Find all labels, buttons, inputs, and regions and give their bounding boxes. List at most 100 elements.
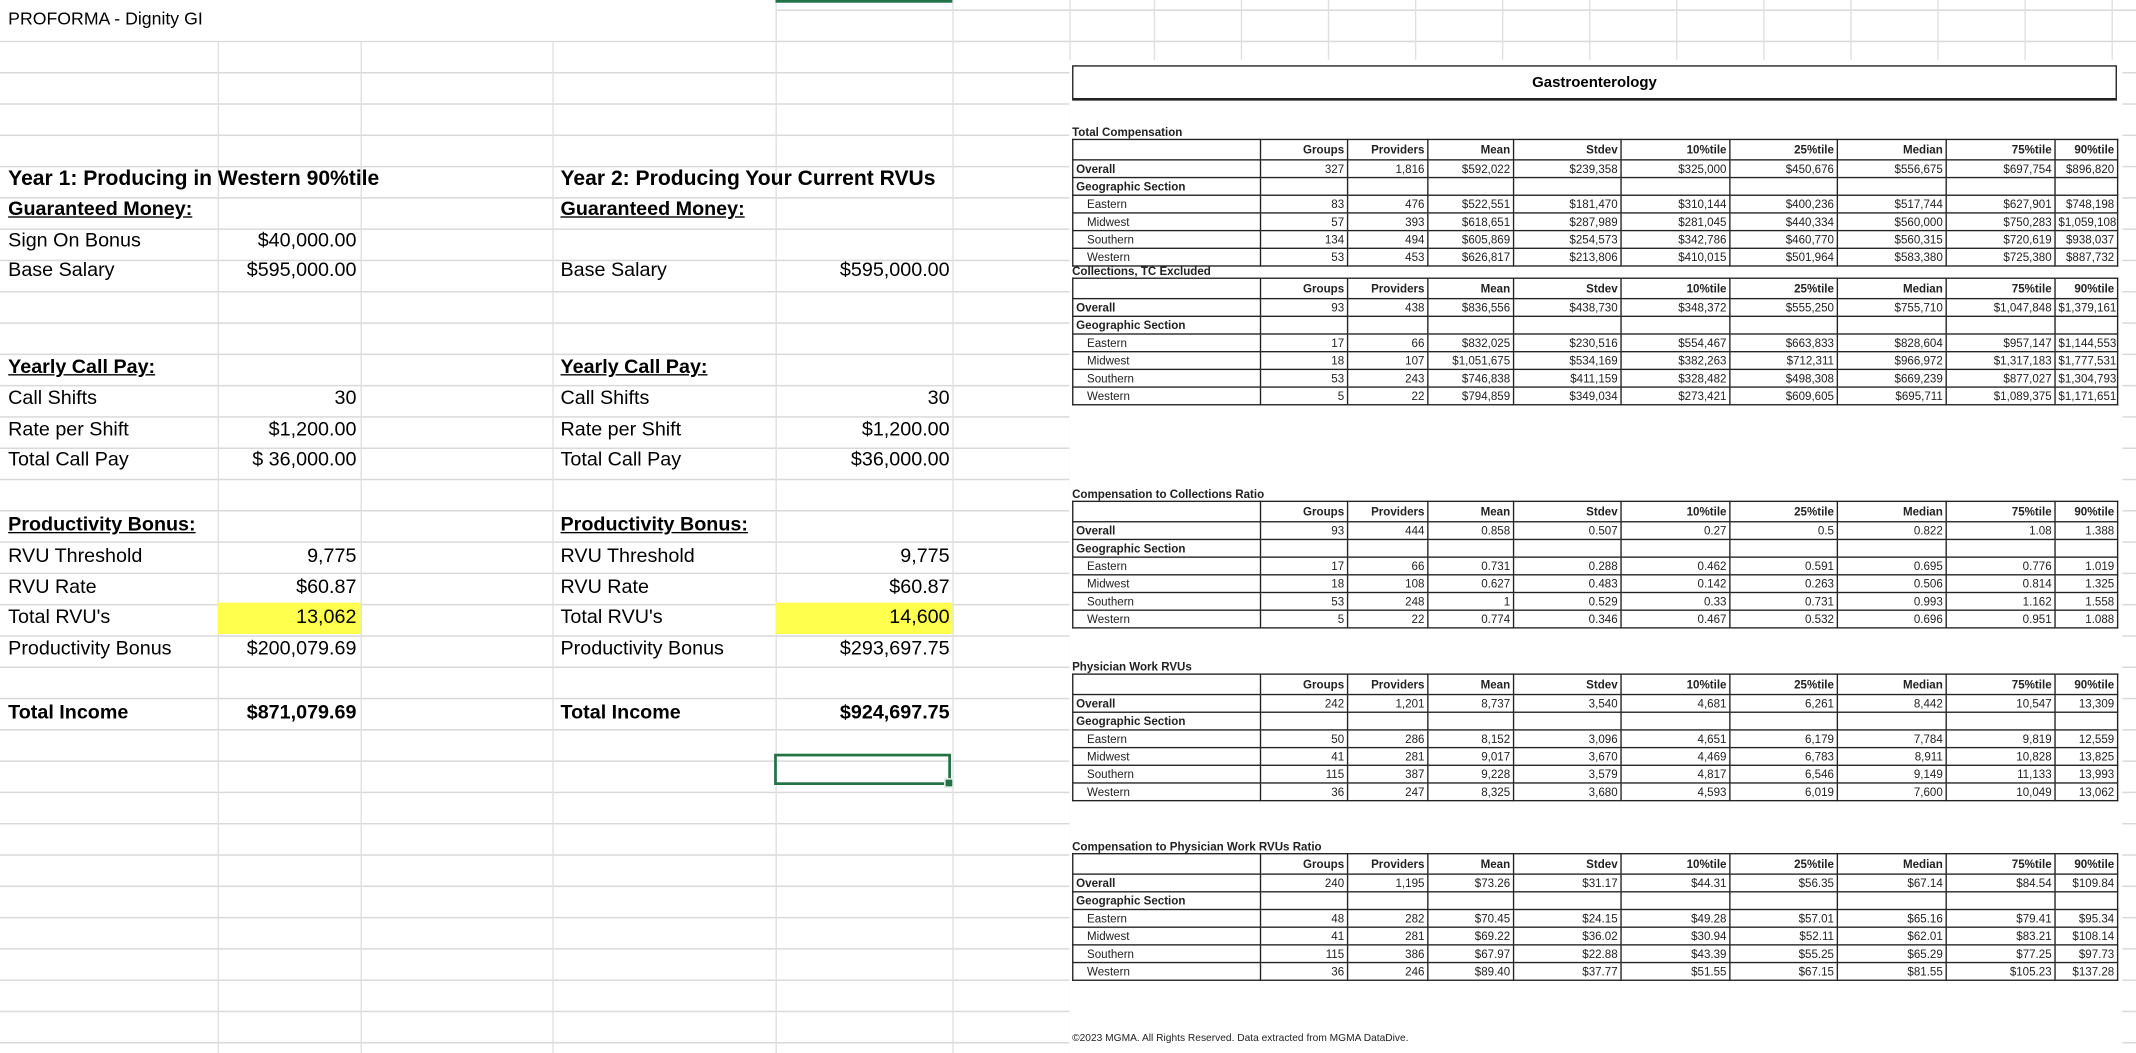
year1-rate-value[interactable]: $1,200.00 xyxy=(268,419,357,441)
empty-cell xyxy=(2054,538,2119,558)
column-divider xyxy=(952,0,954,1053)
data-cell: 1.558 xyxy=(2054,591,2119,611)
year2-guaranteed-heading[interactable]: Guaranteed Money: xyxy=(560,198,745,221)
year2-total-rvu-label[interactable]: Total RVU's xyxy=(560,606,663,629)
data-cell: 0.951 xyxy=(1945,609,2056,629)
data-cell: 240 xyxy=(1259,873,1349,893)
header-row: Groups Providers Mean Stdev 10%tile 25%tile Me… xyxy=(1072,277,2119,300)
year1-total-call-value[interactable]: $ 36,000.00 xyxy=(252,448,357,471)
data-cell: $400,236 xyxy=(1729,194,1839,214)
benchmark-table: Groups Providers Mean Stdev 10%tile 25%tile Me… xyxy=(1072,673,2119,802)
empty-cell xyxy=(1836,538,1947,558)
year1-prod-bonus-value[interactable]: $200,079.69 xyxy=(246,638,357,660)
data-cell: $109.84 xyxy=(2054,873,2119,893)
empty-cell xyxy=(1945,711,2056,731)
row-label: Midwest xyxy=(1072,746,1262,766)
data-cell: $97.73 xyxy=(2054,944,2119,964)
row-label: Midwest xyxy=(1072,926,1262,946)
year2-threshold-label[interactable]: RVU Threshold xyxy=(560,545,695,568)
year2-prod-bonus-label[interactable]: Productivity Bonus xyxy=(560,638,724,660)
year2-prod-heading[interactable]: Productivity Bonus: xyxy=(560,514,748,537)
row-label: Geographic Section xyxy=(1072,891,1262,911)
year1-guaranteed-heading[interactable]: Guaranteed Money: xyxy=(8,198,193,221)
year1-rvu-rate-value[interactable]: $60.87 xyxy=(296,576,357,599)
year1-income-value[interactable]: $871,079.69 xyxy=(246,702,357,724)
year2-total-rvu-value[interactable]: 14,600 xyxy=(889,606,950,629)
title-row xyxy=(0,0,776,41)
data-cell: $560,315 xyxy=(1836,229,1947,249)
year2-base-value[interactable]: $595,000.00 xyxy=(839,259,950,282)
year1-base-value[interactable]: $595,000.00 xyxy=(246,259,357,282)
empty-cell xyxy=(1346,315,1429,335)
selected-cell[interactable] xyxy=(774,753,954,788)
year2-call-shifts-value[interactable]: 30 xyxy=(927,387,950,410)
year2-rvu-rate-label[interactable]: RVU Rate xyxy=(560,576,649,599)
year2-income-label[interactable]: Total Income xyxy=(560,702,681,724)
column-header: Providers xyxy=(1346,500,1429,523)
year2-rate-label[interactable]: Rate per Shift xyxy=(560,419,682,441)
data-cell: 281 xyxy=(1346,926,1429,946)
year1-rvu-rate-label[interactable]: RVU Rate xyxy=(8,576,97,599)
mgma-benchmark-image[interactable]: Gastroenterology Total Compensation Group… xyxy=(1069,59,2123,1053)
year2-prod-bonus-value[interactable]: $293,697.75 xyxy=(839,638,950,660)
table-row: Southern 53 248 1 0.529 0.33 0.731 0.993 1.162 1.… xyxy=(1072,591,2119,611)
year1-threshold-value[interactable]: 9,775 xyxy=(307,545,357,568)
table-row: Western 36 247 8,325 3,680 4,593 6,019 7,600 10,… xyxy=(1072,782,2119,802)
year2-call-heading[interactable]: Yearly Call Pay: xyxy=(560,356,708,379)
year1-prod-bonus-label[interactable]: Productivity Bonus xyxy=(8,638,172,660)
year1-total-call-label[interactable]: Total Call Pay xyxy=(8,448,129,471)
year1-prod-heading[interactable]: Productivity Bonus: xyxy=(8,514,196,537)
year2-total-call-label[interactable]: Total Call Pay xyxy=(560,448,682,471)
year2-threshold-value[interactable]: 9,775 xyxy=(900,545,950,568)
data-cell: 1,816 xyxy=(1346,159,1429,179)
row-label: Southern xyxy=(1072,591,1262,611)
data-cell: 0.529 xyxy=(1512,591,1622,611)
year2-rate-value[interactable]: $1,200.00 xyxy=(861,419,950,441)
empty-cell xyxy=(2054,891,2119,911)
column-header: Groups xyxy=(1259,500,1349,523)
year2-total-call-value[interactable]: $36,000.00 xyxy=(850,448,950,471)
year1-threshold-label[interactable]: RVU Threshold xyxy=(8,545,143,568)
year1-income-label[interactable]: Total Income xyxy=(8,702,129,724)
year1-rate-label[interactable]: Rate per Shift xyxy=(8,419,129,441)
year1-heading[interactable]: Year 1: Producing in Western 90%tile xyxy=(8,167,380,191)
column-header: 10%tile xyxy=(1620,500,1731,523)
year1-sign-on-label[interactable]: Sign On Bonus xyxy=(8,229,141,252)
year1-call-shifts-value[interactable]: 30 xyxy=(334,387,357,410)
year2-base-label[interactable]: Base Salary xyxy=(560,259,667,282)
column-header: Providers xyxy=(1346,673,1429,696)
data-cell: 1.325 xyxy=(2054,574,2119,594)
year2-rvu-rate-value[interactable]: $60.87 xyxy=(889,576,950,599)
empty-cell xyxy=(1259,176,1349,196)
data-cell: 0.33 xyxy=(1620,591,1731,611)
data-cell: 5 xyxy=(1259,386,1349,406)
data-cell: 66 xyxy=(1346,333,1429,353)
column-header: 75%tile xyxy=(1945,277,2056,300)
year1-sign-on-value[interactable]: $40,000.00 xyxy=(257,229,357,252)
empty-cell xyxy=(1427,891,1515,911)
year1-base-label[interactable]: Base Salary xyxy=(8,259,115,282)
year1-call-shifts-label[interactable]: Call Shifts xyxy=(8,387,97,410)
data-cell: $49.28 xyxy=(1620,908,1731,928)
empty-cell xyxy=(1512,711,1622,731)
year1-call-heading[interactable]: Yearly Call Pay: xyxy=(8,356,156,379)
data-cell: 1.08 xyxy=(1945,521,2056,541)
year2-call-shifts-label[interactable]: Call Shifts xyxy=(560,387,650,410)
data-cell: $605,869 xyxy=(1427,229,1515,249)
header-blank-cell xyxy=(1072,277,1262,300)
benchmark-section: Compensation to Collections Ratio Groups P… xyxy=(1072,487,2120,629)
copyright-footer: ©2023 MGMA. All Rights Reserved. Data ex… xyxy=(1072,1031,1409,1044)
data-cell: $281,045 xyxy=(1620,212,1731,232)
empty-cell xyxy=(1729,315,1839,335)
year1-total-rvu-label[interactable]: Total RVU's xyxy=(8,606,111,629)
data-cell: 17 xyxy=(1259,333,1349,353)
empty-cell xyxy=(1836,711,1947,731)
year1-total-rvu-value[interactable]: 13,062 xyxy=(296,606,357,629)
data-cell: $30.94 xyxy=(1620,926,1731,946)
geographic-section-row: Geographic Section xyxy=(1072,891,2119,911)
sheet-title[interactable]: PROFORMA - Dignity GI xyxy=(8,8,203,29)
year2-income-value[interactable]: $924,697.75 xyxy=(839,702,950,724)
data-cell: $84.54 xyxy=(1945,873,2056,893)
year2-heading[interactable]: Year 2: Producing Your Current RVUs xyxy=(560,167,936,191)
